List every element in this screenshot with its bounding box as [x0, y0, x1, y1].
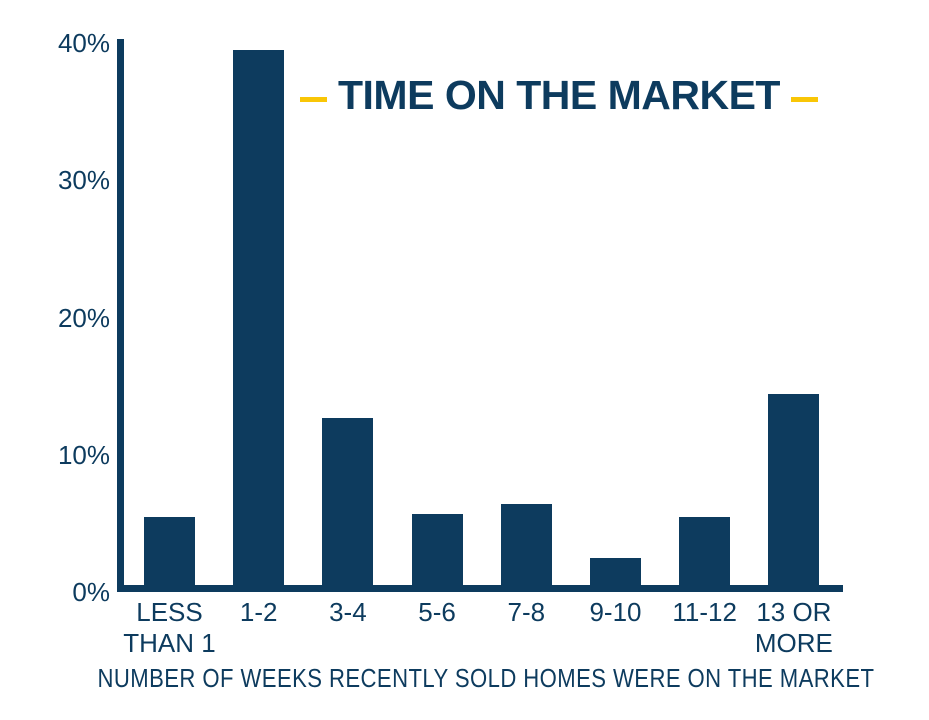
x-axis-line: [117, 585, 843, 592]
chart-title-row: TIME ON THE MARKET: [300, 72, 818, 119]
bar-11-12: [679, 516, 731, 592]
y-axis-line: [117, 39, 124, 592]
bar-1-2: [233, 49, 285, 592]
bar-less-than-1: [144, 516, 195, 592]
title-left-dash-icon: [300, 96, 327, 102]
y-tick-label: 10%: [57, 439, 110, 470]
bar-7-8: [500, 504, 552, 592]
y-tick-label: 20%: [57, 302, 110, 333]
axis-caption: NUMBER OF WEEKS RECENTLY SOLD HOMES WERE…: [97, 663, 875, 693]
x-tick-label: 11-12: [672, 597, 737, 627]
y-tick-label: 30%: [57, 165, 110, 196]
bar-5-6: [411, 513, 463, 592]
x-tick-label: 1-2: [239, 597, 278, 627]
title-right-dash-icon: [790, 96, 818, 102]
y-tick-label: 0%: [72, 577, 110, 607]
bar-13-or-more: [768, 394, 820, 592]
y-tick-label: 40%: [57, 28, 110, 58]
x-tick-label: LESS THAN 1: [123, 597, 216, 658]
x-tick-label: 5-6: [418, 597, 456, 627]
bar-3-4: [322, 417, 374, 592]
x-tick-label: 3-4: [329, 597, 367, 627]
x-tick-label: 13 OR MORE: [754, 597, 833, 658]
x-tick-label: 9-10: [589, 597, 642, 627]
chart-title: TIME ON THE MARKET: [338, 72, 780, 118]
x-tick-label: 7-8: [507, 597, 546, 627]
